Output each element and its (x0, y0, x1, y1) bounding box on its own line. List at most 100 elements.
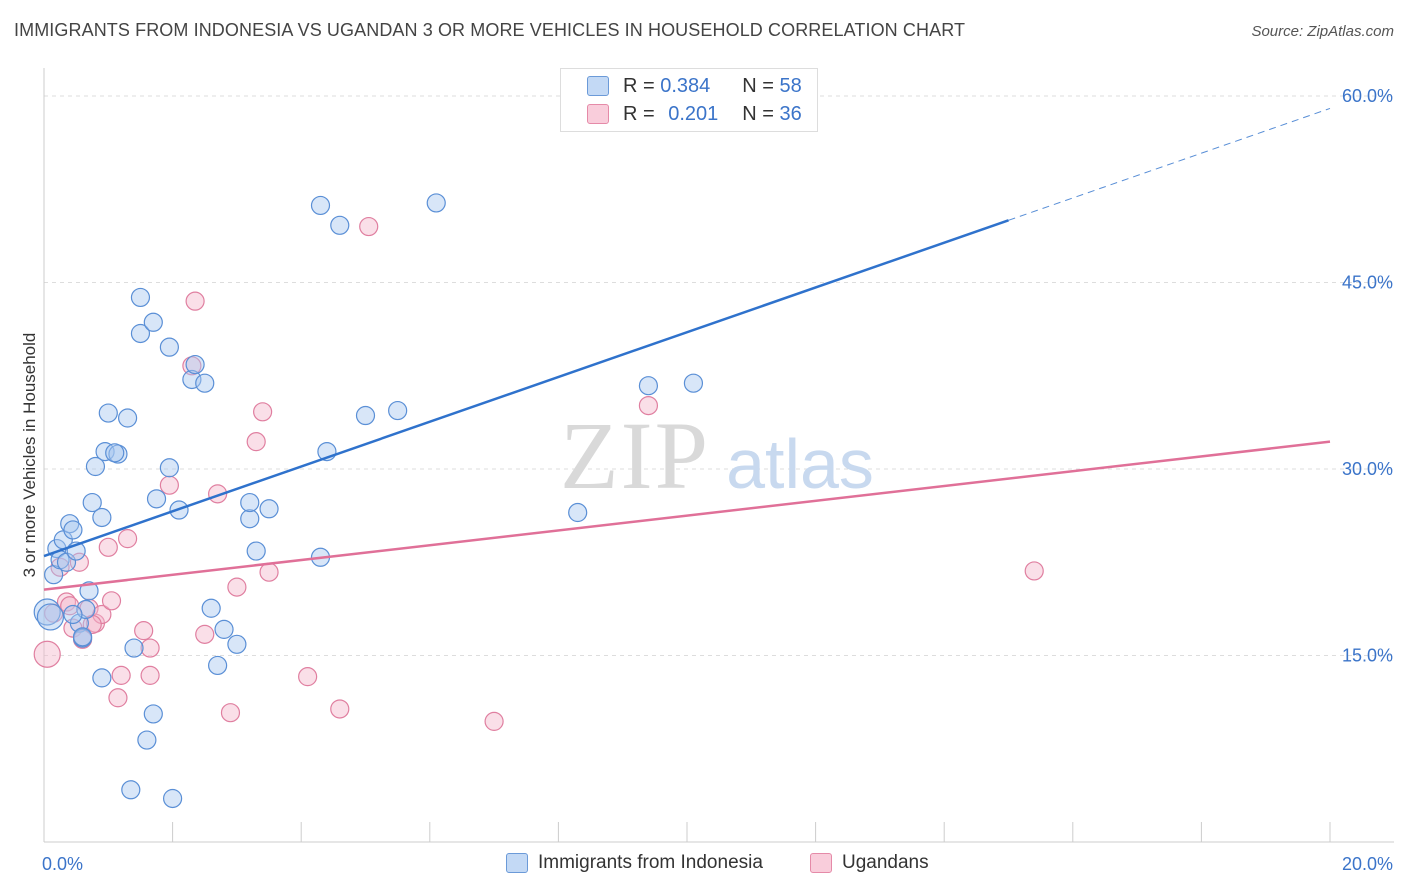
point-blue-21 (130, 287, 151, 308)
legend-row-indonesia: R = 0.384 N = 58 (587, 73, 802, 99)
point-blue-23 (143, 312, 163, 332)
point-pink-23 (227, 577, 247, 597)
bottom-legend-indonesia: Immigrants from Indonesia (506, 852, 763, 874)
point-pink-18 (182, 356, 202, 376)
point-pink-15 (134, 621, 154, 641)
point-pink-10 (98, 537, 118, 557)
point-blue-57 (105, 443, 125, 463)
point-pink-32 (1024, 561, 1044, 581)
trendline-ugandans (43, 440, 1331, 591)
point-blue-25 (159, 458, 179, 478)
bottom-legend-label: Ugandans (842, 852, 929, 873)
point-pink-19 (185, 291, 205, 311)
stats-legend: R = 0.384 N = 58 R = 0.201 N = 36 (560, 68, 818, 132)
point-pink-34 (140, 665, 160, 685)
point-blue-43 (355, 405, 376, 426)
legend-swatch-blue (587, 76, 609, 96)
point-blue-20 (117, 408, 138, 428)
trendline-indonesia (43, 219, 1009, 558)
point-blue-53 (121, 780, 141, 800)
bottom-legend-label: Immigrants from Indonesia (538, 852, 763, 873)
legend-row-ugandans: R = 0.201 N = 36 (587, 101, 802, 127)
point-pink-31 (638, 395, 659, 416)
point-pink-29 (359, 216, 379, 237)
point-blue-12 (76, 599, 96, 620)
y-tick-label-3: 60.0% (1342, 86, 1393, 106)
point-blue-14 (82, 492, 102, 513)
grid-lines (44, 95, 1394, 656)
point-pink-16 (140, 638, 160, 658)
point-blue-36 (240, 492, 260, 513)
point-blue-22 (130, 323, 151, 344)
series-indonesia (33, 193, 704, 809)
point-blue-51 (143, 704, 163, 724)
point-blue-16 (92, 507, 112, 528)
chart-title: IMMIGRANTS FROM INDONESIA VS UGANDAN 3 O… (14, 20, 966, 40)
point-pink-20 (195, 624, 215, 644)
point-pink-0 (33, 640, 61, 668)
axes (43, 68, 1394, 843)
legend-r-label: R = (623, 102, 655, 125)
point-blue-18 (98, 403, 118, 423)
point-blue-13 (79, 581, 99, 601)
point-pink-27 (298, 667, 318, 687)
point-pink-13 (111, 665, 131, 685)
bottom-legend-swatch-pink (810, 853, 832, 873)
x-tick-label-min: 0.0% (42, 854, 83, 874)
point-pink-22 (220, 703, 241, 723)
point-blue-30 (195, 373, 215, 393)
point-pink-24 (246, 432, 266, 452)
point-pink-30 (484, 711, 504, 731)
point-blue-28 (182, 369, 202, 390)
legend-r-value: 0.201 (668, 102, 719, 125)
legend-n-label: N = (742, 74, 774, 97)
point-blue-47 (638, 376, 659, 396)
point-blue-56 (63, 604, 83, 625)
legend-r-value: 0.384 (660, 74, 711, 97)
point-blue-42 (330, 215, 350, 235)
point-blue-29 (185, 354, 205, 375)
y-tick-label-2: 45.0% (1342, 273, 1393, 293)
y-tick-label-0: 15.0% (1342, 646, 1393, 666)
point-blue-52 (137, 730, 157, 750)
legend-swatch-pink (587, 104, 609, 124)
point-blue-44 (388, 400, 408, 421)
point-blue-33 (214, 619, 234, 639)
y-axis-label: 3 or more Vehicles in Household (20, 332, 39, 578)
watermark-atlas: atlas (726, 425, 874, 503)
point-blue-35 (240, 509, 260, 529)
point-blue-19 (108, 444, 128, 464)
point-blue-1 (36, 603, 65, 631)
point-pink-12 (108, 688, 128, 708)
point-blue-49 (92, 668, 112, 688)
point-blue-41 (310, 195, 331, 216)
point-blue-48 (683, 373, 704, 393)
point-blue-8 (63, 520, 83, 540)
series-ugandans (33, 216, 1044, 731)
point-blue-45 (426, 193, 446, 213)
watermark-zip: ZIP (560, 402, 710, 509)
y-tick-label-1: 30.0% (1342, 459, 1393, 479)
point-pink-26 (259, 562, 279, 582)
point-pink-2 (50, 557, 70, 577)
point-pink-25 (253, 402, 273, 422)
watermark: ZIP atlas (560, 402, 874, 509)
point-blue-24 (146, 489, 167, 509)
trendline-indonesia-extension (1008, 107, 1331, 221)
point-blue-37 (246, 541, 266, 561)
point-blue-46 (568, 502, 588, 523)
point-blue-32 (208, 655, 228, 676)
x-tick-label-max: 20.0% (1342, 854, 1393, 874)
point-pink-3 (56, 592, 77, 612)
point-blue-0 (33, 598, 61, 626)
point-blue-55 (72, 627, 93, 647)
point-pink-17 (159, 475, 179, 495)
point-blue-38 (259, 499, 279, 519)
legend-n-label: N = (742, 102, 774, 125)
point-blue-26 (159, 337, 179, 357)
legend-n-value: 58 (779, 74, 802, 97)
point-blue-31 (201, 598, 221, 618)
tick-labels: 15.0% 30.0% 45.0% 60.0% 0.0% 20.0% (42, 86, 1393, 874)
point-pink-28 (330, 699, 350, 719)
